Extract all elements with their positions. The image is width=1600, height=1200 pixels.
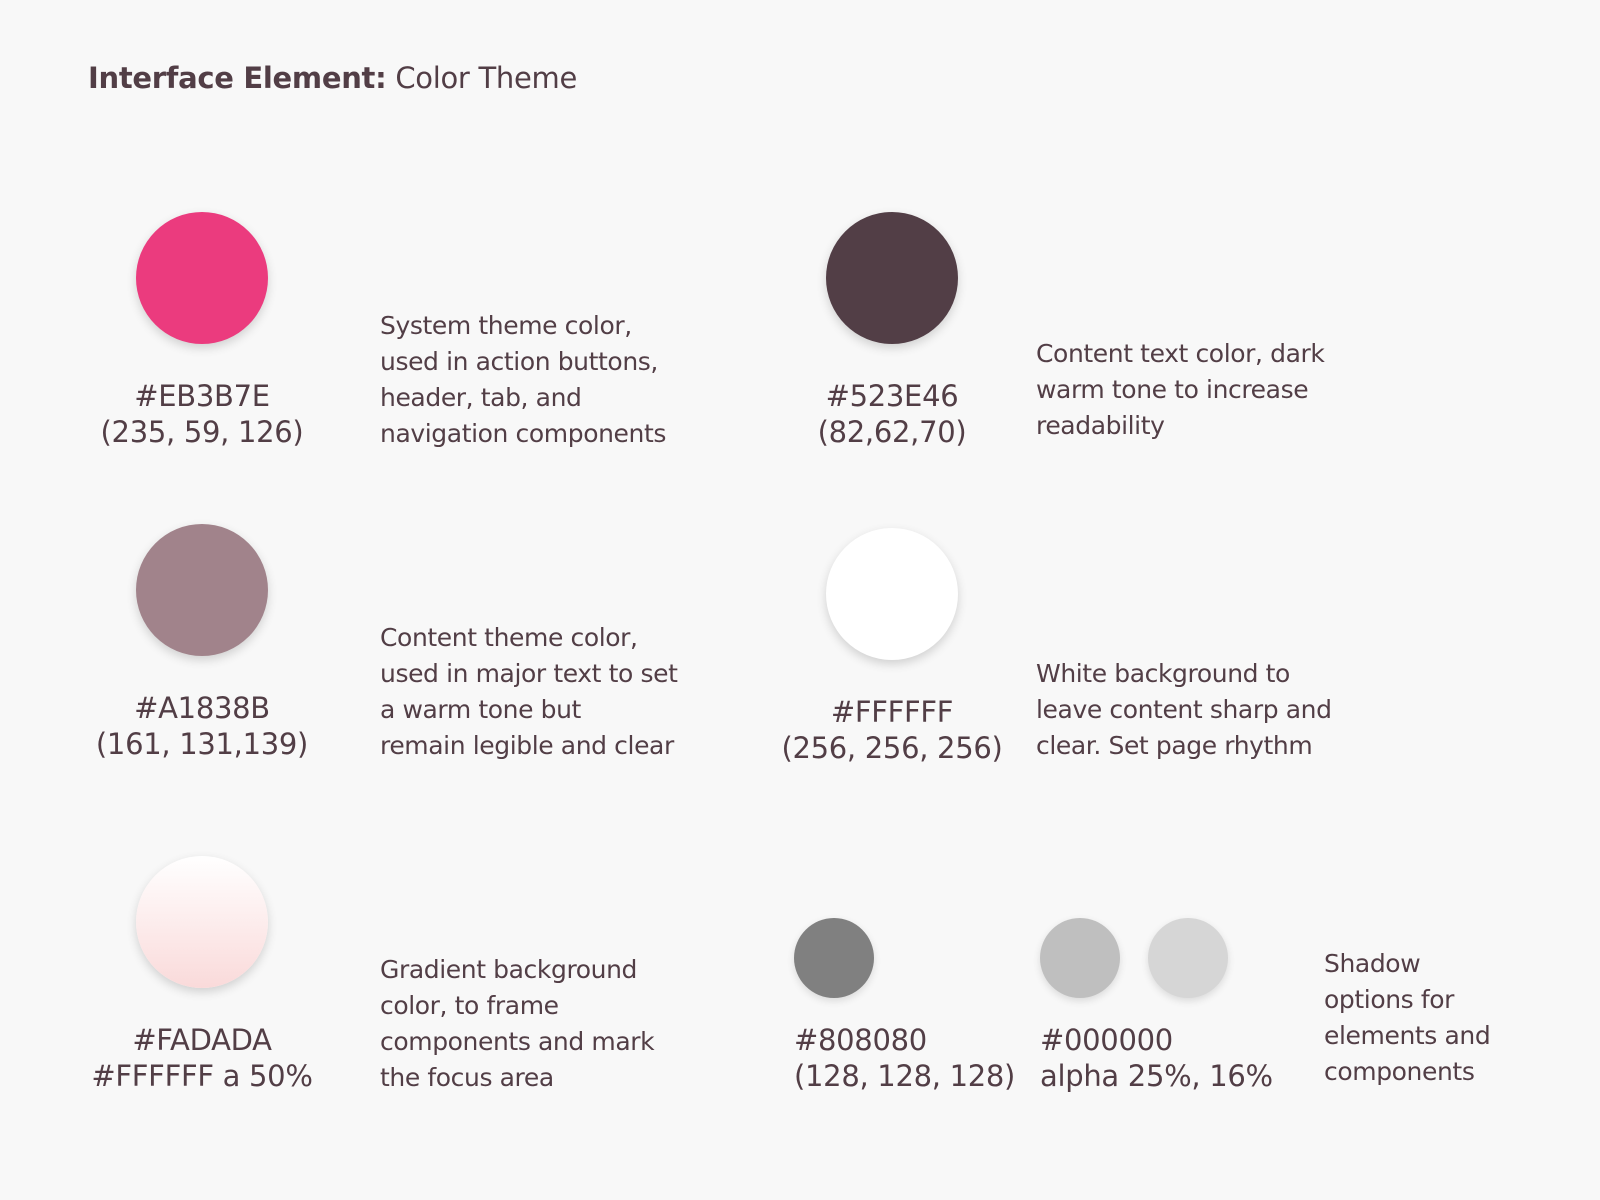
gray-color-code: #808080 (128, 128, 128): [794, 1022, 1015, 1094]
shadow-hex: #000000: [1040, 1023, 1173, 1057]
gradient-line2: #FFFFFF a 50%: [91, 1059, 313, 1093]
primary-color-swatch: [136, 212, 268, 344]
white-color-description: White background to leave content sharp …: [1036, 659, 1332, 760]
gradient-line1: #FADADA: [132, 1023, 272, 1057]
content-hex: #A1838B: [134, 691, 270, 725]
primary-color-code: #EB3B7E (235, 59, 126): [72, 378, 332, 450]
gradient-color-swatch: [136, 856, 268, 988]
gray-rgb: (128, 128, 128): [794, 1059, 1016, 1093]
white-rgb: (256, 256, 256): [781, 731, 1003, 765]
shadow-color-code: #000000 alpha 25%, 16%: [1040, 1022, 1273, 1094]
content-color-swatch: [136, 524, 268, 656]
text-color-description: Content text color, dark warm tone to in…: [1036, 339, 1325, 440]
gray-hex: #808080: [794, 1023, 927, 1057]
white-color-swatch: [826, 528, 958, 660]
content-color-description: Content theme color, used in major text …: [380, 623, 678, 760]
page-title-bold: Interface Element:: [88, 61, 387, 95]
text-color-code: #523E46 (82,62,70): [762, 378, 1022, 450]
page-title: Interface Element: Color Theme: [88, 58, 577, 98]
shadow-description: Shadow options for elements and componen…: [1324, 949, 1491, 1086]
text-rgb: (82,62,70): [817, 415, 967, 449]
primary-color-description: System theme color, used in action butto…: [380, 311, 666, 448]
gradient-color-code: #FADADA #FFFFFF a 50%: [72, 1022, 332, 1094]
white-color-code: #FFFFFF (256, 256, 256): [762, 694, 1022, 766]
page-title-rest: Color Theme: [386, 61, 578, 95]
content-rgb: (161, 131,139): [95, 727, 309, 761]
gray-color-swatch: [794, 918, 874, 998]
primary-rgb: (235, 59, 126): [100, 415, 304, 449]
shadow-25-swatch: [1040, 918, 1120, 998]
gradient-color-description: Gradient background color, to frame comp…: [380, 955, 655, 1092]
text-hex: #523E46: [825, 379, 959, 413]
shadow-alpha: alpha 25%, 16%: [1040, 1059, 1273, 1093]
text-color-swatch: [826, 212, 958, 344]
content-color-code: #A1838B (161, 131,139): [72, 690, 332, 762]
primary-hex: #EB3B7E: [134, 379, 270, 413]
shadow-16-swatch: [1148, 918, 1228, 998]
white-hex: #FFFFFF: [830, 695, 954, 729]
